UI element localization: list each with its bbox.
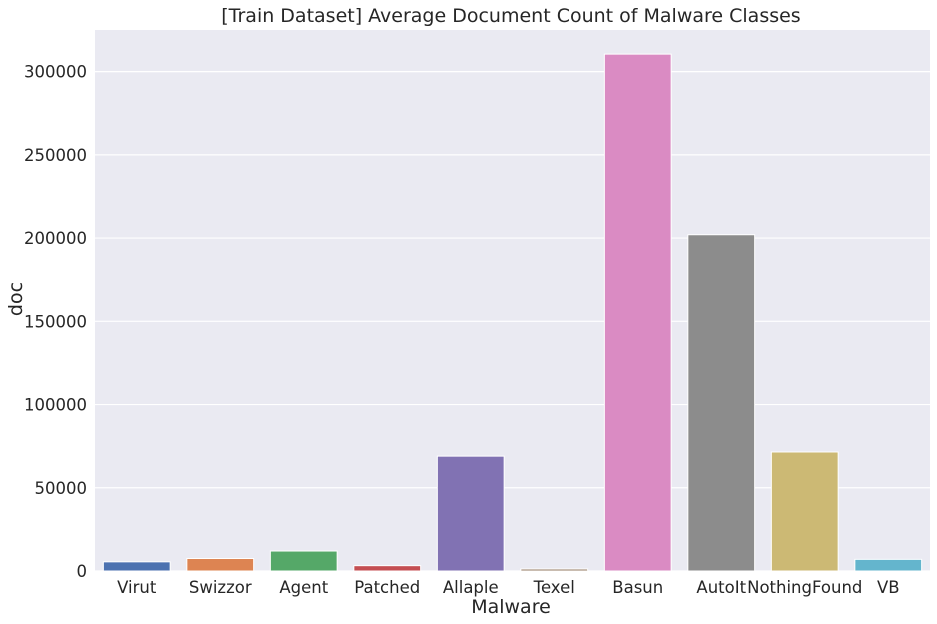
x-tick-label: NothingFound xyxy=(747,578,862,597)
bar-patched xyxy=(353,565,422,572)
x-axis-label: Malware xyxy=(471,596,551,618)
y-tick-label: 250000 xyxy=(24,146,87,165)
bar-virut xyxy=(102,561,171,572)
x-tick-label: Basun xyxy=(612,578,663,597)
x-tick-label: Swizzor xyxy=(189,578,252,597)
y-tick-label: 50000 xyxy=(35,479,88,498)
x-tick-label: Agent xyxy=(279,578,328,597)
bars xyxy=(102,53,923,572)
bar-autoit xyxy=(687,234,756,572)
bar-swizzor xyxy=(186,558,255,572)
bar-agent xyxy=(269,550,338,572)
y-tick-label: 300000 xyxy=(24,63,87,82)
y-tick-label: 150000 xyxy=(24,312,87,331)
x-tick-label: Patched xyxy=(354,578,420,597)
y-tick-label: 0 xyxy=(77,562,88,581)
bar-nothingfound xyxy=(770,451,839,572)
x-axis-ticks: Virut Swizzor Agent Patched Allaple Texel Basu… xyxy=(117,578,899,597)
bar-vb xyxy=(854,558,923,572)
x-tick-label: VB xyxy=(877,578,900,597)
bar-basun xyxy=(603,53,672,572)
y-axis-ticks: 0 50000 100000 150000 200000 250000 300000 xyxy=(24,63,87,581)
x-tick-label: Texel xyxy=(533,578,575,597)
x-tick-label: Allaple xyxy=(443,578,499,597)
y-axis-label: doc xyxy=(5,282,27,316)
x-tick-label: Virut xyxy=(117,578,157,597)
y-tick-label: 200000 xyxy=(24,229,87,248)
bar-allaple xyxy=(436,455,505,572)
y-tick-label: 100000 xyxy=(24,396,87,415)
chart-title: [Train Dataset] Average Document Count o… xyxy=(221,5,800,27)
bar-texel xyxy=(520,568,589,572)
x-tick-label: AutoIt xyxy=(696,578,746,597)
